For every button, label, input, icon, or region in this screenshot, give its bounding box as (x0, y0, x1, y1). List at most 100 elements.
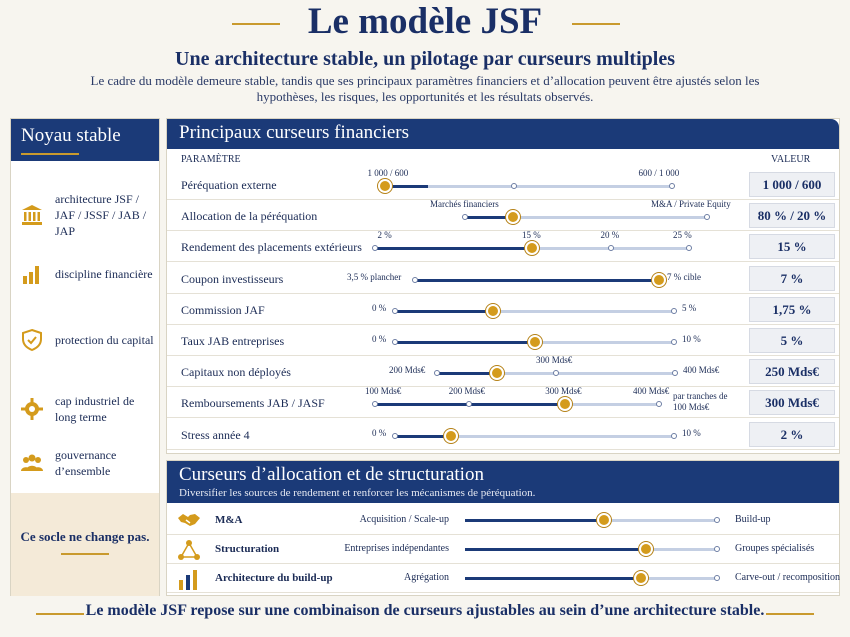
allocation-right-label: Groupes spécialisés (735, 543, 815, 554)
footer-rule-right (766, 613, 814, 615)
stable-core-note-box: Ce socle ne change pas. (11, 493, 159, 596)
slider-value: 15 % (749, 234, 835, 260)
slider-tick (462, 214, 468, 221)
slider-thumb[interactable] (485, 303, 500, 318)
financial-row-label: Allocation de la péréquation (181, 209, 318, 224)
stable-core-panel: Noyau stable architecture JSF / JAF / JS… (10, 118, 160, 596)
core-item-architecture: architecture JSF / JAF / JSSF / JAB / JA… (11, 191, 159, 239)
allocation-left-label: Agrégation (404, 572, 449, 583)
slider-tick-label: 10 % (682, 427, 701, 438)
financial-row-label: Coupon investisseurs (181, 271, 284, 286)
slider-tick-label: 300 Mds€ (536, 355, 573, 366)
core-item-protection: protection du capital (11, 327, 159, 353)
slider-track[interactable] (385, 185, 672, 188)
slider-tick (671, 307, 677, 314)
slider-tick (656, 401, 662, 408)
slider-thumb[interactable] (596, 513, 611, 527)
financial-sliders-panel: Principaux curseurs financiers PARAMÈTRE… (166, 118, 840, 454)
people-icon (19, 450, 45, 476)
financial-row-label: Rendement des placements extérieurs (181, 240, 362, 255)
slider-tick (669, 183, 675, 189)
slider-tick-label: 3,5 % plancher (347, 271, 402, 282)
slider-tick (511, 183, 518, 189)
slider-fill (385, 185, 429, 188)
slider-fill (415, 278, 659, 282)
title-rule-right (572, 23, 620, 25)
slider-thumb[interactable] (652, 272, 666, 287)
stable-core-rule (21, 153, 79, 155)
slider-tick-label: 2 % (377, 230, 392, 241)
financial-row: Péréquation externe 1 000 / 600 600 / 1 00… (167, 168, 839, 200)
slider-thumb[interactable] (639, 542, 654, 556)
slider-tick (714, 546, 720, 552)
allocation-row-label: Architecture du build-up (215, 572, 333, 584)
core-item-label: architecture JSF / JAF / JSSF / JAB / JA… (55, 192, 147, 238)
financial-row-label: Remboursements JAB / JASF (181, 396, 325, 411)
allocation-sliders-panel: Curseurs d’allocation et de structuratio… (166, 460, 840, 596)
slider-track[interactable] (395, 309, 674, 313)
core-item-label: gouvernance d’ensemble (55, 448, 117, 478)
slider-tick-label: 10 % (682, 334, 701, 344)
slider-thumb[interactable] (525, 241, 539, 256)
slider-thumb[interactable] (634, 571, 649, 585)
allocation-panel-header: Curseurs d’allocation et de structuratio… (167, 461, 839, 503)
slider-tick-label: 300 Mds€ (545, 386, 582, 397)
core-item-industrial: cap industriel de long terme (11, 393, 159, 425)
slider-fill (465, 577, 642, 580)
intro-text: Le cadre du modèle demeure stable, tandi… (90, 73, 760, 104)
slider-thumb[interactable] (378, 179, 392, 193)
slider-tick-label: 400 Mds€ (633, 386, 670, 397)
slider-fill (437, 372, 497, 376)
slider-fill (465, 519, 604, 522)
slider-tick-label: Marchés financiers (430, 199, 499, 210)
stable-core-note: Ce socle ne change pas. (20, 529, 150, 544)
slider-tick (671, 339, 677, 345)
slider-tick (607, 245, 614, 252)
slider-tick (392, 307, 398, 314)
slider-thumb[interactable] (489, 366, 504, 381)
bar-chart-icon (177, 568, 201, 590)
slider-thumb[interactable] (527, 335, 542, 349)
slider-track[interactable] (465, 216, 707, 220)
slider-thumb[interactable] (506, 210, 521, 225)
bank-icon (19, 202, 45, 228)
financial-row-label: Stress année 4 (181, 427, 250, 442)
slider-tick (434, 370, 440, 377)
footer-statement: Le modèle JSF repose sur une combinaison… (85, 602, 765, 619)
stable-core-note-rule (61, 553, 109, 555)
slider-track[interactable] (395, 434, 674, 438)
slider-thumb[interactable] (558, 397, 573, 412)
allocation-right-label: Carve-out / recomposition (735, 572, 840, 583)
financial-row: Remboursements JAB / JASF 100 Mds€ 200 Mds… (167, 386, 839, 419)
slider-tick (671, 432, 677, 439)
financial-row-label: Commission JAF (181, 302, 265, 317)
slider-tick-label: 0 % (372, 427, 387, 438)
financial-row: Coupon investisseurs 3,5 % plancher 7 % ci… (167, 263, 839, 294)
gear-icon (19, 396, 45, 422)
financial-row: Taux JAB entreprises 0 % 10 % 5 % (167, 325, 839, 356)
slider-tick-label: 20 % (600, 230, 620, 241)
allocation-panel-subtitle: Diversifier les sources de rendement et … (179, 487, 536, 499)
slider-tick-label: 7 % cible (667, 271, 701, 282)
column-header-parameter: PARAMÈTRE (181, 154, 241, 165)
slider-fill (465, 548, 647, 551)
slider-tick-label: 200 Mds€ (389, 365, 426, 376)
slider-value: 5 % (749, 328, 835, 353)
handshake-icon (177, 510, 201, 532)
core-item-discipline: discipline financière (11, 261, 159, 287)
financial-row-label: Péréquation externe (181, 178, 277, 192)
network-icon (177, 539, 201, 561)
slider-tick (714, 517, 720, 523)
slider-value: 1 000 / 600 (749, 172, 835, 197)
financial-panel-title: Principaux curseurs financiers (167, 119, 839, 149)
slider-tick (714, 575, 720, 581)
slider-thumb[interactable] (443, 428, 458, 443)
slider-tick (553, 370, 559, 377)
footer-rule-left (36, 613, 84, 615)
slider-tick (465, 401, 472, 408)
slider-fill (395, 341, 535, 344)
slider-tick-label: 5 % (682, 302, 697, 313)
slider-tick (672, 370, 678, 377)
slider-note: par tranches de 100 Mds€ (673, 391, 728, 413)
allocation-row: Structuration Entreprises indépendantes Gr… (167, 535, 839, 564)
